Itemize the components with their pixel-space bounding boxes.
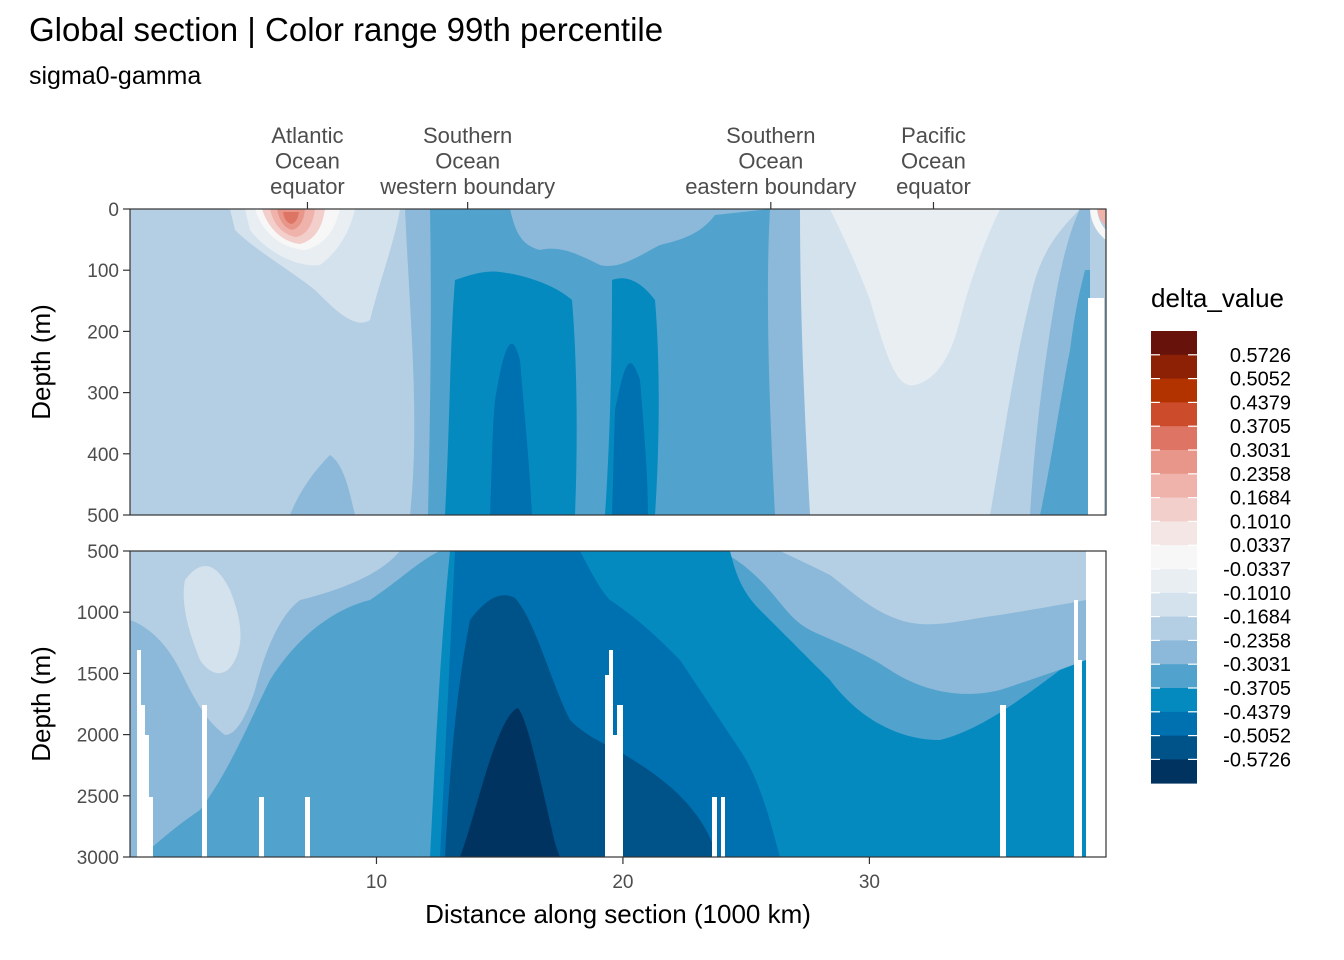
legend-label: -0.3031 xyxy=(1223,654,1291,676)
y-tick-label-lower: 500 xyxy=(87,542,119,563)
top-label-line: equator xyxy=(896,174,971,199)
x-tick-label: 10 xyxy=(366,872,387,893)
legend-label: -0.2358 xyxy=(1223,630,1291,652)
upper-contour-darker-2 xyxy=(612,363,648,515)
x-axis-label: Distance along section (1000 km) xyxy=(425,899,811,929)
top-section-labels: AtlanticOceanequatorSouthernOceanwestern… xyxy=(270,123,971,209)
legend-swatch xyxy=(1151,616,1197,641)
legend-label: 0.1010 xyxy=(1230,511,1291,533)
legend-label: 0.3031 xyxy=(1230,440,1291,462)
legend-swatch xyxy=(1151,378,1197,403)
legend-swatch xyxy=(1151,569,1197,594)
lower-contour-right-lighter xyxy=(780,551,1086,625)
y-tick-label-lower: 2000 xyxy=(77,726,119,747)
y-tick-label-upper: 0 xyxy=(108,200,119,221)
legend-swatch xyxy=(1151,354,1197,379)
legend-label: 0.2358 xyxy=(1230,464,1291,486)
top-label-line: equator xyxy=(270,174,345,199)
legend-label: 0.3705 xyxy=(1230,416,1291,438)
legend: 0.57260.50520.43790.37050.30310.23580.16… xyxy=(1151,331,1291,784)
top-label-line: Ocean xyxy=(275,149,340,174)
legend-label: -0.0337 xyxy=(1223,559,1291,581)
legend-swatch xyxy=(1151,711,1197,736)
legend-label: -0.5726 xyxy=(1223,749,1291,771)
y-tick-label-lower: 1000 xyxy=(77,603,119,624)
legend-label: 0.0337 xyxy=(1230,535,1291,557)
chart-subtitle: sigma0-gamma xyxy=(29,62,201,90)
top-label-line: Atlantic xyxy=(271,123,343,148)
upper-contour-pacific-pink xyxy=(1097,209,1106,226)
legend-label: -0.3705 xyxy=(1223,678,1291,700)
legend-swatch xyxy=(1151,592,1197,617)
upper-contour-darker xyxy=(490,343,532,515)
top-label-line: Southern xyxy=(423,123,512,148)
lower-contour-abyss xyxy=(460,708,560,857)
y-axis-label-upper: Depth (m) xyxy=(26,304,56,420)
upper-contour-right-strong xyxy=(1040,270,1090,515)
x-tick-label: 30 xyxy=(859,872,880,893)
legend-label: 0.5052 xyxy=(1230,369,1291,391)
top-label-line: Ocean xyxy=(435,149,500,174)
legend-swatch xyxy=(1151,545,1197,570)
legend-label: 0.1684 xyxy=(1230,488,1291,510)
legend-swatch xyxy=(1151,473,1197,498)
legend-swatch xyxy=(1151,688,1197,713)
upper-contour-pacific-white xyxy=(1090,209,1106,240)
top-label-line: Ocean xyxy=(738,149,803,174)
top-label-line: Pacific xyxy=(901,123,966,148)
top-label-line: western boundary xyxy=(379,174,555,199)
x-tick-label: 20 xyxy=(612,872,633,893)
upper-panel-frame xyxy=(129,208,1107,516)
legend-swatch xyxy=(1151,497,1197,522)
y-tick-label-upper: 300 xyxy=(87,384,119,405)
y-tick-label-upper: 400 xyxy=(87,445,119,466)
chart-title: Global section | Color range 99th percen… xyxy=(29,11,663,48)
top-label-line: Ocean xyxy=(901,149,966,174)
upper-panel-white-bars xyxy=(1088,298,1104,515)
upper-contour-atlantic-pink4 xyxy=(283,212,299,224)
axes: 0 100 200 300 400 500 500 1000 1500 2000 2500 3000 1… xyxy=(77,200,880,893)
y-tick-label-lower: 1500 xyxy=(77,664,119,685)
legend-label: 0.5726 xyxy=(1230,345,1291,367)
legend-swatch xyxy=(1151,450,1197,475)
upper-panel-contours xyxy=(130,209,1106,515)
y-tick-label-lower: 2500 xyxy=(77,787,119,808)
legend-label: 0.4379 xyxy=(1230,392,1291,414)
y-tick-label-lower: 3000 xyxy=(77,848,119,869)
top-label-line: Southern xyxy=(726,123,815,148)
legend-title: delta_value xyxy=(1151,283,1284,313)
legend-swatch xyxy=(1151,426,1197,451)
legend-label: -0.1684 xyxy=(1223,607,1291,629)
legend-swatch xyxy=(1151,331,1197,356)
lower-panel-frame xyxy=(129,550,1107,858)
top-label-line: eastern boundary xyxy=(685,174,856,199)
legend-swatch xyxy=(1151,664,1197,689)
legend-swatch xyxy=(1151,759,1197,784)
legend-swatch xyxy=(1151,402,1197,427)
legend-label: -0.1010 xyxy=(1223,583,1291,605)
legend-swatch xyxy=(1151,735,1197,760)
y-axis-label-lower: Depth (m) xyxy=(26,646,56,762)
y-tick-label-upper: 200 xyxy=(87,322,119,343)
upper-contour-lightest-right xyxy=(830,209,1000,386)
legend-label: -0.4379 xyxy=(1223,702,1291,724)
legend-label: -0.5052 xyxy=(1223,726,1291,748)
y-tick-label-upper: 100 xyxy=(87,261,119,282)
y-tick-label-upper: 500 xyxy=(87,506,119,527)
legend-swatch xyxy=(1151,521,1197,546)
lower-contour-lightest xyxy=(183,566,241,674)
upper-contour-left-bump xyxy=(290,455,355,515)
legend-swatch xyxy=(1151,640,1197,665)
lower-panel-white-bars xyxy=(137,551,1106,857)
